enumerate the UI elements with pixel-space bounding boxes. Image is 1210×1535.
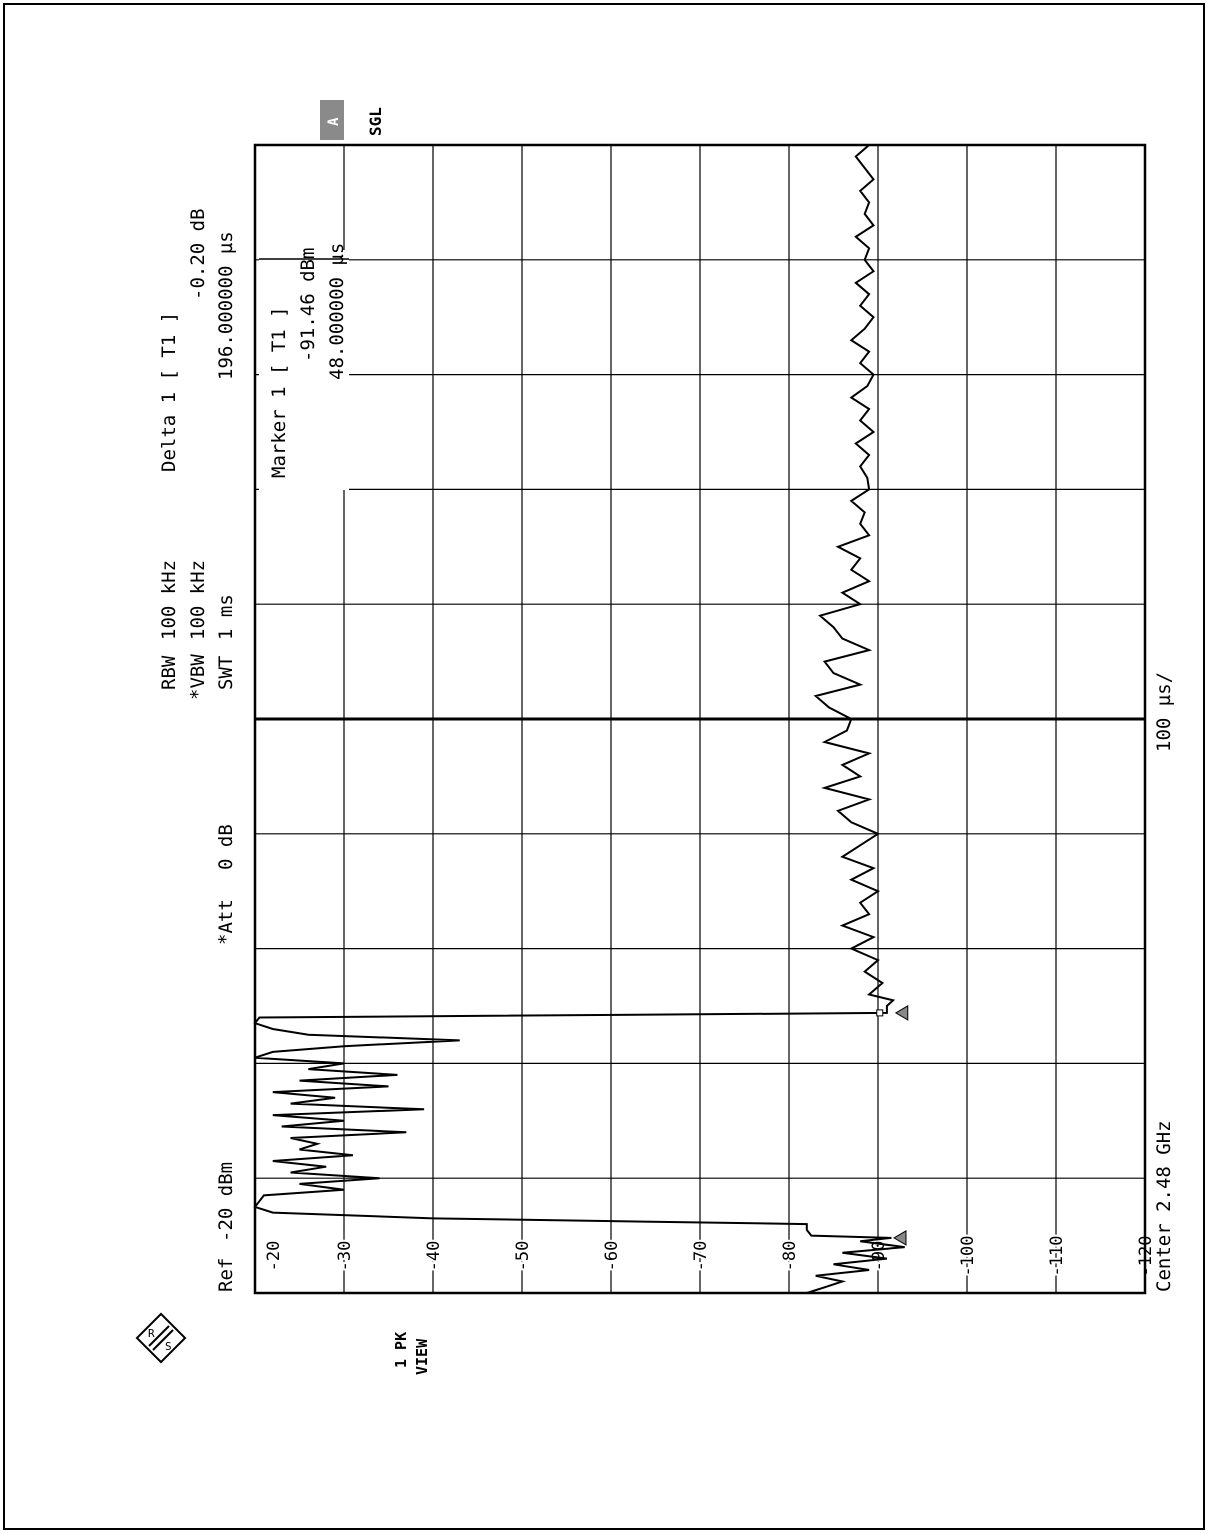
marker-info-box: Marker 1 [ T1 ] -91.46 dBm 48.000000 µs <box>259 243 349 490</box>
sgl-indicator: SGL <box>366 107 385 136</box>
rbw-label: RBW <box>158 655 180 690</box>
delta-level: -0.20 dB <box>187 208 209 300</box>
svg-text:R: R <box>148 1327 155 1340</box>
plot-border <box>253 143 1147 1295</box>
delta-time: 196.000000 µs <box>215 231 237 380</box>
y-tick-label: -100 <box>958 1236 978 1277</box>
rbw-value: 100 kHz <box>158 560 180 640</box>
y-tick-label: -20 <box>264 1241 284 1272</box>
marker-level: -91.46 dBm <box>297 248 319 362</box>
plot-area: -20 -30 -40 -50 -60 -70 -80 -90 -100 -110 -120 <box>253 143 1158 1295</box>
ref-label: Ref <box>215 1258 237 1292</box>
trace-mode-label: 1 PK <box>392 1332 410 1368</box>
trace-line <box>253 144 905 1294</box>
y-tick-label: -60 <box>602 1241 622 1272</box>
marker-1-triangle <box>893 1230 907 1246</box>
vbw-value: 100 kHz <box>187 560 209 640</box>
center-frequency: Center 2.48 GHz <box>1153 1120 1175 1292</box>
svg-text:A: A <box>326 117 342 126</box>
span-per-division: 100 µs/ <box>1153 672 1175 752</box>
a-badge: A <box>320 100 344 140</box>
delta-reference-square <box>876 1009 884 1017</box>
marker-label: Marker 1 [ T1 ] <box>268 306 290 478</box>
att-value: 0 dB <box>215 824 237 870</box>
swt-label: SWT <box>215 656 237 690</box>
ref-value: -20 dBm <box>215 1162 237 1242</box>
page-border <box>3 3 1205 1530</box>
svg-text:S: S <box>165 1340 172 1353</box>
y-tick-label: -40 <box>424 1241 444 1272</box>
vbw-label: *VBW <box>187 654 209 700</box>
y-tick-label: -50 <box>513 1241 533 1272</box>
y-tick-labels: -20 -30 -40 -50 -60 -70 -80 -90 -100 -110 -120 <box>262 1234 1158 1279</box>
y-tick-label: -70 <box>691 1241 711 1272</box>
delta-marker-label: Delta 1 [ T1 ] <box>158 312 180 472</box>
grid <box>255 145 1145 1293</box>
swt-value: 1 ms <box>215 594 237 640</box>
y-tick-label: -80 <box>780 1241 800 1272</box>
marker-time: 48.000000 µs <box>326 243 348 380</box>
view-label: VIEW <box>413 1338 431 1375</box>
rs-logo: R S <box>135 1312 187 1364</box>
y-tick-label: -110 <box>1047 1236 1067 1277</box>
y-tick-label: -30 <box>335 1241 355 1272</box>
delta-1-triangle <box>894 1005 909 1021</box>
att-label: *Att <box>215 899 237 945</box>
